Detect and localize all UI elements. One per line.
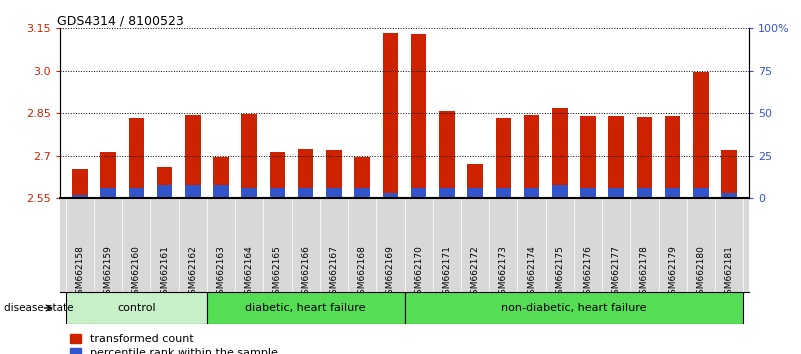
Bar — [326, 150, 342, 198]
Text: non-diabetic, heart failure: non-diabetic, heart failure — [501, 303, 646, 313]
Legend: transformed count, percentile rank within the sample: transformed count, percentile rank withi… — [66, 330, 283, 354]
Bar — [722, 150, 737, 198]
Bar — [72, 169, 87, 198]
Bar — [467, 188, 483, 198]
Bar — [213, 185, 229, 198]
Bar — [609, 116, 624, 198]
Bar — [72, 195, 87, 198]
Bar — [405, 292, 743, 324]
Bar — [157, 185, 172, 198]
Bar — [609, 188, 624, 198]
Bar — [693, 72, 709, 198]
Bar — [383, 193, 398, 198]
Bar — [524, 115, 539, 198]
Bar — [241, 114, 257, 198]
Bar — [637, 117, 652, 198]
Text: diabetic, heart failure: diabetic, heart failure — [245, 303, 366, 313]
Bar — [693, 188, 709, 198]
Bar — [580, 116, 596, 198]
Bar — [722, 193, 737, 198]
Bar — [66, 292, 207, 324]
Bar — [637, 188, 652, 198]
Bar — [241, 188, 257, 198]
Bar — [467, 164, 483, 198]
Bar — [128, 188, 144, 198]
Bar — [411, 34, 426, 198]
Bar — [100, 188, 116, 198]
Bar — [354, 188, 370, 198]
Bar — [439, 188, 455, 198]
Text: control: control — [117, 303, 155, 313]
Bar — [496, 188, 511, 198]
Bar — [496, 118, 511, 198]
Bar — [157, 167, 172, 198]
Bar — [552, 185, 568, 198]
Bar — [207, 292, 405, 324]
Bar — [383, 33, 398, 198]
Bar — [213, 157, 229, 198]
Bar — [185, 185, 200, 198]
Bar — [665, 116, 681, 198]
Bar — [580, 188, 596, 198]
Bar — [100, 152, 116, 198]
Bar — [185, 115, 200, 198]
Bar — [270, 188, 285, 198]
Bar — [552, 108, 568, 198]
Bar — [326, 188, 342, 198]
Text: disease state: disease state — [4, 303, 74, 313]
Bar — [298, 188, 313, 198]
Bar — [524, 188, 539, 198]
Bar — [439, 111, 455, 198]
Bar — [665, 188, 681, 198]
Bar — [354, 157, 370, 198]
Bar — [270, 152, 285, 198]
Bar — [128, 118, 144, 198]
Bar — [411, 188, 426, 198]
Text: GDS4314 / 8100523: GDS4314 / 8100523 — [57, 14, 183, 27]
Bar — [298, 149, 313, 198]
